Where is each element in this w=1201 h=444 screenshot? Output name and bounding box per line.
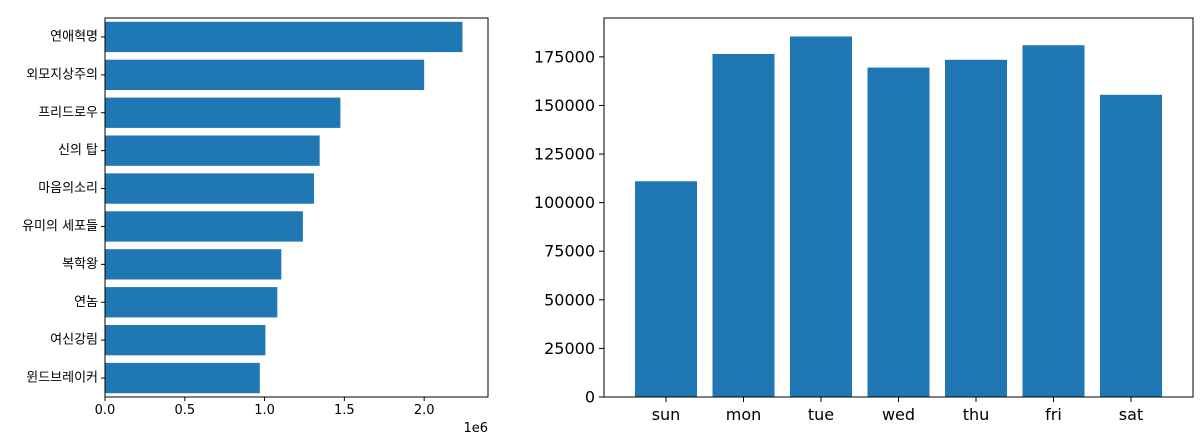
bar-3: [105, 97, 341, 128]
plot-frame: [603, 17, 1194, 398]
y-tick-label: 100000: [534, 193, 595, 212]
y-tick-label: 25000: [544, 339, 595, 358]
bar-mon: [712, 53, 775, 397]
x-tick-label: 2.0: [414, 403, 435, 418]
bar-tue: [790, 36, 852, 397]
bar-4: [105, 135, 320, 166]
y-tick-label: 여신강림: [50, 333, 98, 348]
right-bar-chart: 0 25000 50000 75000 100000 125000 150000 175000…: [534, 17, 1194, 424]
bar-10: [105, 362, 260, 394]
bar-5: [105, 173, 315, 204]
bar-sat: [1100, 94, 1162, 398]
y-tick-label: 연애혁명: [50, 29, 98, 44]
plot-frame: [104, 17, 489, 398]
y-tick-label: 50000: [544, 290, 595, 309]
bar-sun: [635, 181, 697, 397]
y-tick-label: 175000: [534, 47, 595, 66]
y-tick-label: 유미의 세포들: [22, 219, 98, 234]
y-tick-label: 윈드브레이커: [26, 371, 98, 386]
y-tick-label: 75000: [544, 242, 595, 261]
bar-6: [105, 211, 303, 242]
bar-9: [105, 324, 266, 356]
x-tick-label: mon: [726, 405, 762, 424]
y-tick-label: 125000: [534, 145, 595, 164]
x-tick-label: 1.5: [334, 403, 355, 418]
y-tick-label: 연놈: [74, 295, 98, 310]
x-tick-label: thu: [963, 405, 990, 424]
y-tick-label: 외모지상주의: [26, 67, 98, 82]
bar-7: [105, 249, 282, 280]
x-tick-label: tue: [808, 405, 834, 424]
x-tick-label: 1.0: [254, 403, 275, 418]
x-tick-label: sun: [652, 405, 681, 424]
x-tick-label: sat: [1119, 405, 1143, 424]
x-tick-label: fri: [1045, 405, 1062, 424]
bar-wed: [867, 67, 930, 398]
y-tick-label: 150000: [534, 96, 595, 115]
y-tick-label: 마음의소리: [38, 181, 98, 196]
x-tick-label: 0.0: [95, 403, 116, 418]
y-tick-label: 복학왕: [62, 257, 98, 272]
bar-1: [105, 21, 463, 53]
x-tick-label: 0.5: [174, 403, 195, 418]
y-tick-label: 0: [585, 388, 595, 407]
bar-fri: [1022, 45, 1085, 397]
x-tick-label: wed: [882, 405, 915, 424]
y-tick-label: 신의 탑: [58, 143, 98, 158]
bar-2: [105, 59, 425, 91]
x-offset-label: 1e6: [463, 421, 488, 436]
bar-8: [105, 287, 278, 318]
y-tick-label: 프리드로우: [38, 105, 98, 120]
bar-thu: [945, 59, 1007, 398]
